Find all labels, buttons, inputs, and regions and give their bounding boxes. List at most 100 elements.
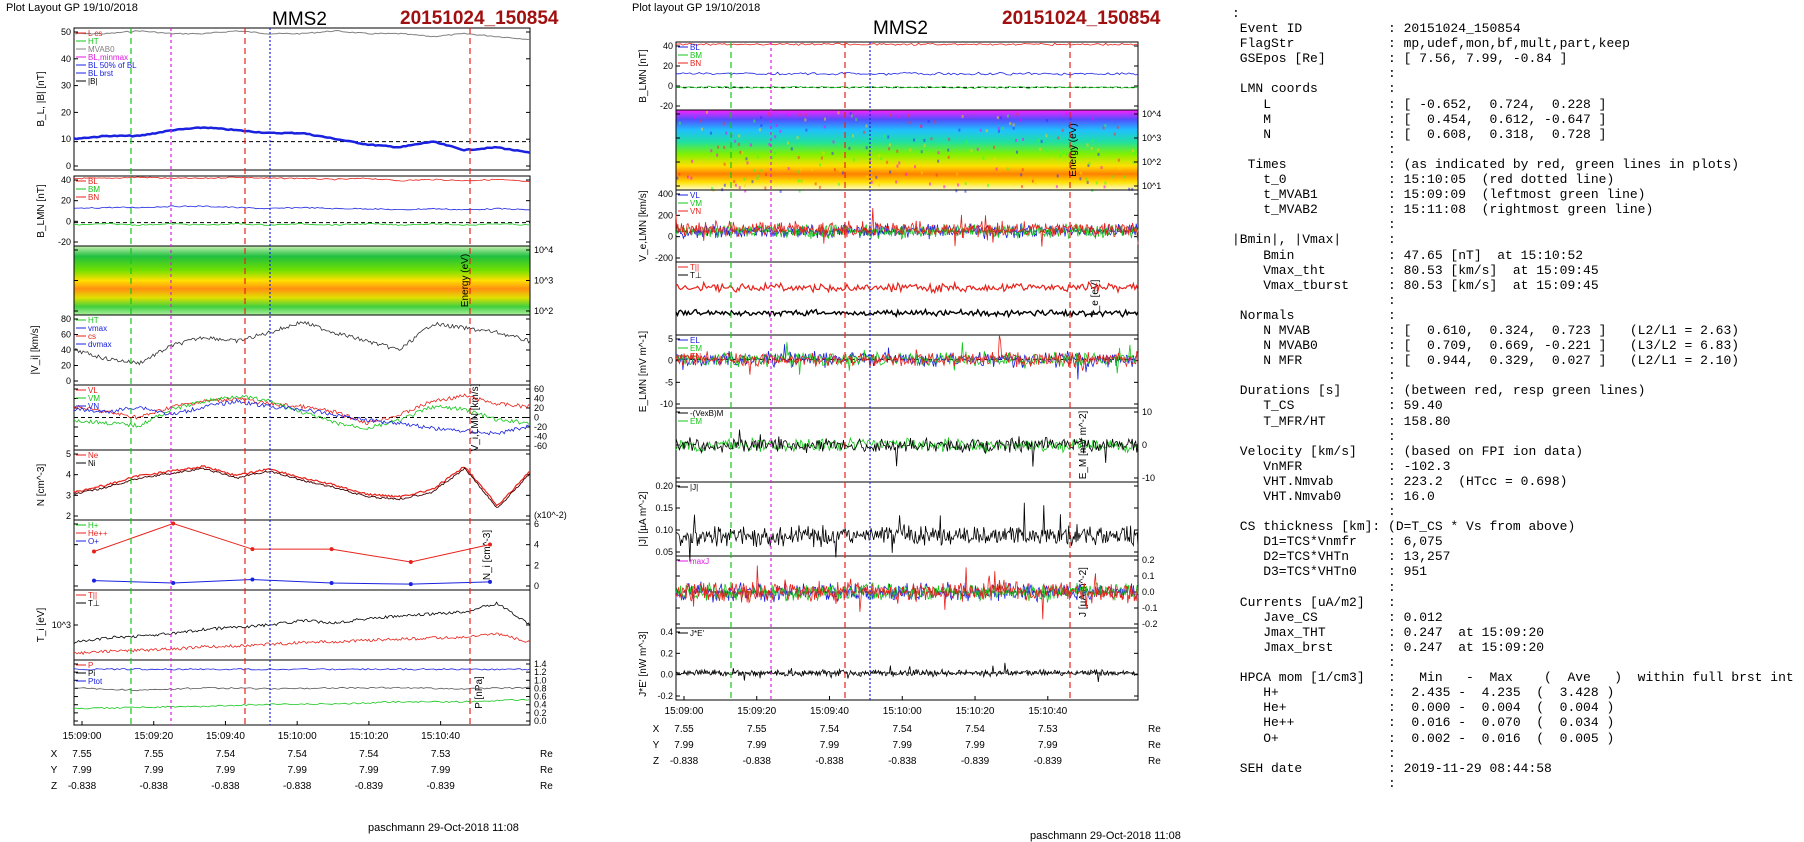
spectrogram-speck	[764, 186, 767, 190]
pos-value: 7.99	[287, 765, 307, 776]
spectrogram-speck	[865, 146, 868, 150]
spectrogram-speck	[716, 153, 719, 157]
y-tick-label: 0.2	[660, 648, 673, 658]
pos-axis-label: Y	[653, 740, 660, 751]
y-tick-label: 10^1	[1142, 181, 1161, 191]
spectrogram-speck	[993, 145, 996, 149]
spectrogram-speck	[831, 151, 834, 155]
series-o-	[93, 578, 491, 585]
y-axis-label: B_LMN [nT]	[638, 49, 649, 103]
spectrogram-speck	[1104, 124, 1107, 128]
spectrogram-speck	[930, 137, 933, 141]
spectrogram-speck	[895, 180, 898, 184]
time-tick-label: 15:09:40	[206, 731, 245, 742]
spectrogram-speck	[734, 183, 737, 187]
spectrogram-speck	[1051, 158, 1054, 162]
y-tick-label: 60	[534, 384, 544, 394]
legend-label: maxJ	[690, 557, 709, 566]
y-tick-label: 10^3	[1142, 133, 1161, 143]
panel-L7: 6 4 2 0 N_i [cm^-3] H+He++O+ (x10^-2)	[73, 510, 567, 591]
legend-label: HT	[88, 316, 99, 325]
pos-value: 7.99	[893, 740, 913, 751]
spectrogram-speck	[920, 150, 923, 154]
spectrogram-speck	[711, 187, 714, 191]
spectrogram-speck	[961, 114, 964, 118]
spectrogram-speck	[822, 151, 825, 155]
time-tick-label: 15:10:20	[349, 731, 388, 742]
spectrogram-speck	[1123, 175, 1126, 179]
spectrogram-speck	[798, 189, 801, 193]
legend-label: EL	[690, 336, 700, 345]
y-tick-label: 40	[61, 345, 71, 355]
spectrogram-speck	[1087, 164, 1090, 168]
y-axis-label: T_i [eV]	[36, 608, 47, 643]
y-tick-label: 1.4	[534, 659, 547, 669]
spectrogram-speck	[887, 135, 890, 139]
spectrogram-speck	[799, 145, 802, 149]
spectrogram-speck	[769, 147, 772, 151]
spectrogram-speck	[979, 128, 982, 132]
pos-value: 7.54	[965, 724, 985, 735]
y-tick-label: -0.2	[1142, 619, 1158, 629]
spectrogram-speck	[985, 129, 988, 133]
spectrogram-speck	[693, 116, 696, 120]
pos-value: 7.55	[144, 749, 164, 760]
series-p	[73, 698, 531, 710]
y-tick-label: -10	[1142, 473, 1155, 483]
series-ne	[73, 465, 531, 507]
pos-value: 7.99	[72, 765, 92, 776]
spectrogram-speck	[787, 113, 790, 117]
panel-R2: 10^4 10^3 10^2 10^1 Energy (eV)	[675, 109, 1161, 193]
series-t-	[73, 632, 531, 656]
spectrogram-speck	[1045, 134, 1048, 138]
legend-label: BL	[88, 177, 98, 186]
spectrogram-speck	[1045, 118, 1048, 122]
series-ni	[73, 467, 531, 508]
spectrogram-speck	[1097, 148, 1100, 152]
y-tick-label: -20	[58, 237, 71, 247]
spectrogram-speck	[800, 179, 803, 183]
footer-credit: paschmann 29-Oct-2018 11:08	[368, 822, 519, 834]
spectrogram-speck	[923, 138, 926, 142]
spectrogram-speck	[837, 182, 840, 186]
y-tick-label: 2	[534, 560, 539, 570]
time-tick-label: 15:09:40	[810, 706, 849, 717]
panel-frame	[675, 41, 1139, 111]
spectrogram-speck	[1046, 149, 1049, 153]
pos-value: 7.99	[1038, 740, 1058, 751]
spectrogram-speck	[756, 177, 759, 181]
pos-unit: Re	[1148, 724, 1161, 735]
spectrogram-speck	[1131, 149, 1134, 153]
series-bl	[73, 176, 531, 183]
pos-unit: Re	[1148, 740, 1161, 751]
legend-label: EN	[690, 352, 701, 361]
spectrogram-speck	[744, 189, 747, 193]
series-em	[675, 436, 1139, 454]
spectrogram-speck	[1133, 152, 1136, 156]
y-tick-label: 10^4	[1142, 109, 1161, 119]
legend-label: BL	[690, 43, 700, 52]
series-bm	[676, 71, 1139, 76]
pos-value: 7.55	[747, 724, 767, 735]
y-tick-label: 0.0	[1142, 587, 1155, 597]
spectrogram-speck	[883, 134, 886, 138]
pos-value: 7.55	[72, 749, 92, 760]
legend-label: BM	[690, 51, 702, 60]
spectrogram-speck	[875, 175, 878, 179]
y-tick-label: 1.0	[534, 675, 547, 685]
spectrogram-speck	[896, 149, 899, 153]
spectrogram-speck	[722, 122, 725, 126]
panel-frame	[73, 27, 531, 171]
spectrogram-speck	[811, 167, 814, 171]
y-tick-label: -20	[534, 422, 547, 432]
y-tick-label: 0.4	[534, 700, 547, 710]
spectrogram-speck	[1086, 143, 1089, 147]
series-bm	[73, 205, 530, 211]
spectrogram-speck	[1069, 117, 1072, 121]
pos-value: 7.54	[216, 749, 236, 760]
